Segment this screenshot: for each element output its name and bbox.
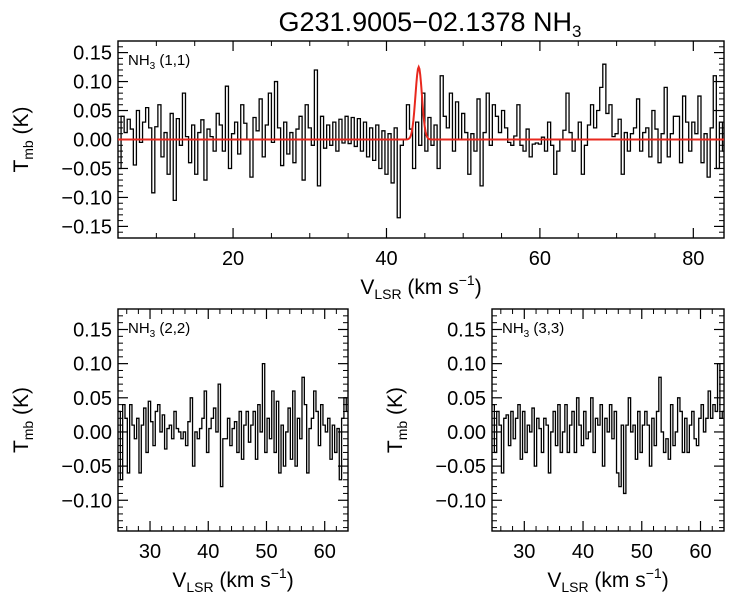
y-tick-label: −0.15 (61, 216, 112, 238)
x-axis-label-sup: −1 (459, 272, 475, 288)
x-tick-label: 30 (139, 541, 161, 563)
y-axis-label-sub: mb (20, 140, 36, 160)
transition-label: NH3 (3,3) (502, 320, 564, 340)
transition-label-rest: (2,2) (155, 320, 190, 337)
spectrum-line (492, 363, 724, 495)
y-tick-label: 0.00 (447, 422, 486, 444)
x-axis-label-sub: LSR (561, 579, 588, 595)
x-tick-label: 40 (572, 541, 594, 563)
transition-label-rest: (1,1) (155, 52, 190, 69)
x-axis-label-sup: −1 (646, 565, 662, 581)
x-tick-label: 40 (375, 248, 397, 270)
y-tick-label: −0.05 (435, 456, 486, 478)
transition-label-main: NH (502, 320, 524, 337)
y-tick-label: 0.05 (447, 388, 486, 410)
y-axis-label-main: T (10, 440, 33, 453)
transition-label-main: NH (128, 320, 150, 337)
y-axis-label-sub: mb (20, 421, 36, 441)
x-tick-label: 50 (631, 541, 653, 563)
transition-label-sub: 3 (524, 329, 530, 340)
x-axis-label-main: V (547, 569, 561, 592)
y-tick-label: 0.00 (73, 130, 112, 152)
plot-frame (491, 308, 725, 532)
gaussian-fit-line (118, 64, 724, 141)
transition-label-main: NH (128, 52, 150, 69)
x-axis-label-end: ) (662, 569, 669, 592)
x-tick-label: 80 (682, 248, 704, 270)
y-axis-label: Tmb (K) (384, 387, 410, 453)
y-tick-label: 0.10 (73, 354, 112, 376)
y-tick-label: 0.00 (73, 422, 112, 444)
x-axis-label-sub: LSR (374, 286, 401, 302)
y-axis-label-sub: mb (394, 421, 410, 441)
spectrum-panel-1: 20 40 60 80 0.15 0.10 0.05 0.00 −0.05 −0.10 −0.15 N… (10, 40, 725, 302)
x-axis-label-end: ) (287, 569, 294, 592)
x-tick-label: 20 (222, 248, 244, 270)
y-tick-label: 0.10 (73, 72, 112, 94)
x-axis-label-main: V (172, 569, 186, 592)
transition-label-sub: 3 (150, 61, 156, 72)
y-tick-label: 0.05 (73, 388, 112, 410)
plot-area (492, 363, 724, 495)
y-tick-label: −0.10 (61, 187, 112, 209)
x-axis-label: VLSR (km s−1) (172, 565, 293, 595)
transition-label-sub: 3 (150, 329, 156, 340)
transition-label: NH3 (1,1) (128, 52, 190, 72)
x-axis-label-sub: LSR (186, 579, 213, 595)
x-axis-label-rest: (km s (214, 569, 271, 592)
x-axis-label: VLSR (km s−1) (547, 565, 668, 595)
y-axis-label-rest: (K) (384, 387, 407, 421)
y-axis-label: Tmb (K) (10, 387, 36, 453)
x-tick-label: 60 (529, 248, 551, 270)
x-axis-label-end: ) (475, 276, 482, 299)
y-axis-label: Tmb (K) (10, 106, 36, 172)
transition-label-rest: (3,3) (529, 320, 564, 337)
y-tick-label: −0.10 (61, 490, 112, 512)
y-tick-label: 0.05 (73, 101, 112, 123)
x-axis-label-rest: (km s (402, 276, 459, 299)
plot-frame (117, 308, 349, 532)
y-tick-label: 0.15 (447, 319, 486, 341)
plot-area (118, 363, 348, 488)
x-tick-label: 30 (513, 541, 535, 563)
y-axis-label-rest: (K) (10, 106, 33, 140)
figure-title: G231.9005−02.1378 NH3 (279, 7, 582, 41)
y-tick-label: −0.05 (61, 456, 112, 478)
x-tick-label: 50 (255, 541, 277, 563)
y-tick-label: 0.10 (447, 354, 486, 376)
transition-label: NH3 (2,2) (128, 320, 190, 340)
spectrum-line (118, 63, 724, 219)
x-axis-label-main: V (360, 276, 374, 299)
y-tick-label: −0.10 (435, 490, 486, 512)
x-tick-label: 60 (689, 541, 711, 563)
x-tick-label: 60 (314, 541, 336, 563)
x-axis-label: VLSR (km s−1) (360, 272, 481, 302)
y-tick-label: 0.15 (73, 319, 112, 341)
spectrum-panel-3: 30 40 50 60 0.15 0.10 0.05 0.00 −0.05 −0.10 NH3 (3… (384, 308, 725, 595)
y-tick-label: −0.05 (61, 158, 112, 180)
plot-area (118, 63, 724, 219)
spectrum-line (118, 363, 348, 488)
y-axis-label-rest: (K) (10, 387, 33, 421)
y-axis-label-main: T (384, 440, 407, 453)
x-axis-label-rest: (km s (589, 569, 646, 592)
y-tick-label: 0.15 (73, 43, 112, 65)
x-axis-label-sup: −1 (271, 565, 287, 581)
spectrum-panel-2: 30 40 50 60 0.15 0.10 0.05 0.00 −0.05 −0.10 NH3 (2… (10, 308, 349, 595)
y-axis-label-main: T (10, 160, 33, 173)
x-tick-label: 40 (197, 541, 219, 563)
